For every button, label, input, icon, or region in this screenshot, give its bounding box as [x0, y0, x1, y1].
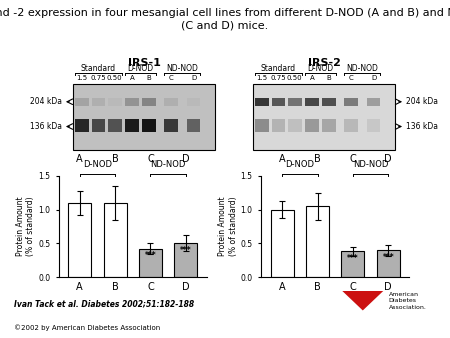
Bar	[322, 119, 336, 132]
Text: ND-NOD: ND-NOD	[353, 160, 388, 169]
Bar	[125, 119, 139, 132]
Bar	[108, 119, 122, 132]
Bar	[174, 243, 197, 277]
Bar	[68, 203, 91, 277]
Text: C: C	[147, 153, 154, 164]
Text: 136 kDa: 136 kDa	[406, 122, 438, 131]
Bar	[75, 119, 89, 132]
Text: 0.75: 0.75	[90, 75, 106, 81]
Bar	[108, 97, 122, 106]
Text: D-NOD: D-NOD	[83, 160, 112, 169]
Bar	[271, 210, 294, 277]
Text: ND-NOD: ND-NOD	[166, 64, 198, 73]
Text: C: C	[349, 75, 354, 81]
Text: American
Diabetes
Association.: American Diabetes Association.	[388, 292, 427, 310]
Text: IRS-1: IRS-1	[127, 58, 161, 68]
Bar	[255, 97, 269, 106]
Bar	[305, 97, 319, 106]
Text: Standard: Standard	[81, 64, 116, 73]
Text: 136 kDa: 136 kDa	[30, 122, 62, 131]
Text: 204 kDa: 204 kDa	[30, 97, 62, 106]
Text: B: B	[314, 153, 321, 164]
Bar	[288, 97, 302, 106]
Bar	[187, 119, 201, 132]
Text: A: A	[310, 75, 314, 81]
Bar	[125, 97, 139, 106]
Text: 204 kDa: 204 kDa	[406, 97, 438, 106]
Bar	[271, 97, 285, 106]
Text: Ivan Tack et al. Diabetes 2002;51:182-188: Ivan Tack et al. Diabetes 2002;51:182-18…	[14, 299, 194, 308]
Text: ***: ***	[382, 253, 394, 262]
Text: D-NOD: D-NOD	[307, 64, 333, 73]
Bar	[271, 119, 285, 132]
Text: ***: ***	[180, 246, 192, 255]
Y-axis label: Protein Amount
(% of standard): Protein Amount (% of standard)	[218, 197, 238, 256]
Bar	[187, 97, 201, 106]
Text: 1.5: 1.5	[76, 75, 88, 81]
Text: B: B	[327, 75, 332, 81]
Text: ***: ***	[347, 254, 359, 263]
Bar	[255, 119, 269, 132]
Bar	[91, 97, 105, 106]
Text: D-NOD: D-NOD	[127, 64, 153, 73]
Bar	[342, 251, 365, 277]
Bar	[104, 203, 126, 277]
Text: B: B	[112, 153, 118, 164]
Bar	[91, 119, 105, 132]
Bar	[344, 97, 358, 106]
Text: C: C	[169, 75, 174, 81]
Bar	[253, 84, 395, 150]
Text: ***: ***	[144, 251, 156, 261]
Text: C: C	[350, 153, 356, 164]
Text: ©2002 by American Diabetes Association: ©2002 by American Diabetes Association	[14, 324, 160, 331]
Text: B: B	[147, 75, 152, 81]
Text: ND-NOD: ND-NOD	[150, 160, 186, 169]
Bar	[75, 97, 89, 106]
Text: A: A	[130, 75, 134, 81]
Text: A: A	[279, 153, 286, 164]
Text: D-NOD: D-NOD	[285, 160, 315, 169]
Text: D: D	[182, 153, 189, 164]
Text: A: A	[76, 153, 83, 164]
Bar	[367, 119, 381, 132]
Bar	[322, 97, 336, 106]
Text: Standard: Standard	[261, 64, 296, 73]
Bar	[305, 119, 319, 132]
Bar	[164, 119, 178, 132]
Text: 0.50: 0.50	[107, 75, 122, 81]
Text: 1.5: 1.5	[256, 75, 268, 81]
Bar	[142, 119, 156, 132]
Bar	[344, 119, 358, 132]
Text: IRS-1 and -2 expression in four mesangial cell lines from different D-NOD (A and: IRS-1 and -2 expression in four mesangia…	[0, 8, 450, 30]
Bar	[367, 97, 381, 106]
Bar	[139, 249, 162, 277]
Text: IRS-2: IRS-2	[307, 58, 341, 68]
Text: 0.75: 0.75	[270, 75, 286, 81]
Text: D: D	[371, 75, 376, 81]
Bar	[377, 250, 400, 277]
Text: D: D	[384, 153, 392, 164]
Text: D: D	[191, 75, 196, 81]
Polygon shape	[342, 291, 383, 310]
Bar	[288, 119, 302, 132]
Bar	[306, 206, 329, 277]
Bar	[142, 97, 156, 106]
Text: ND-NOD: ND-NOD	[346, 64, 378, 73]
Bar	[73, 84, 215, 150]
Y-axis label: Protein Amount
(% of standard): Protein Amount (% of standard)	[16, 197, 35, 256]
Bar	[164, 97, 178, 106]
Text: 0.50: 0.50	[287, 75, 302, 81]
